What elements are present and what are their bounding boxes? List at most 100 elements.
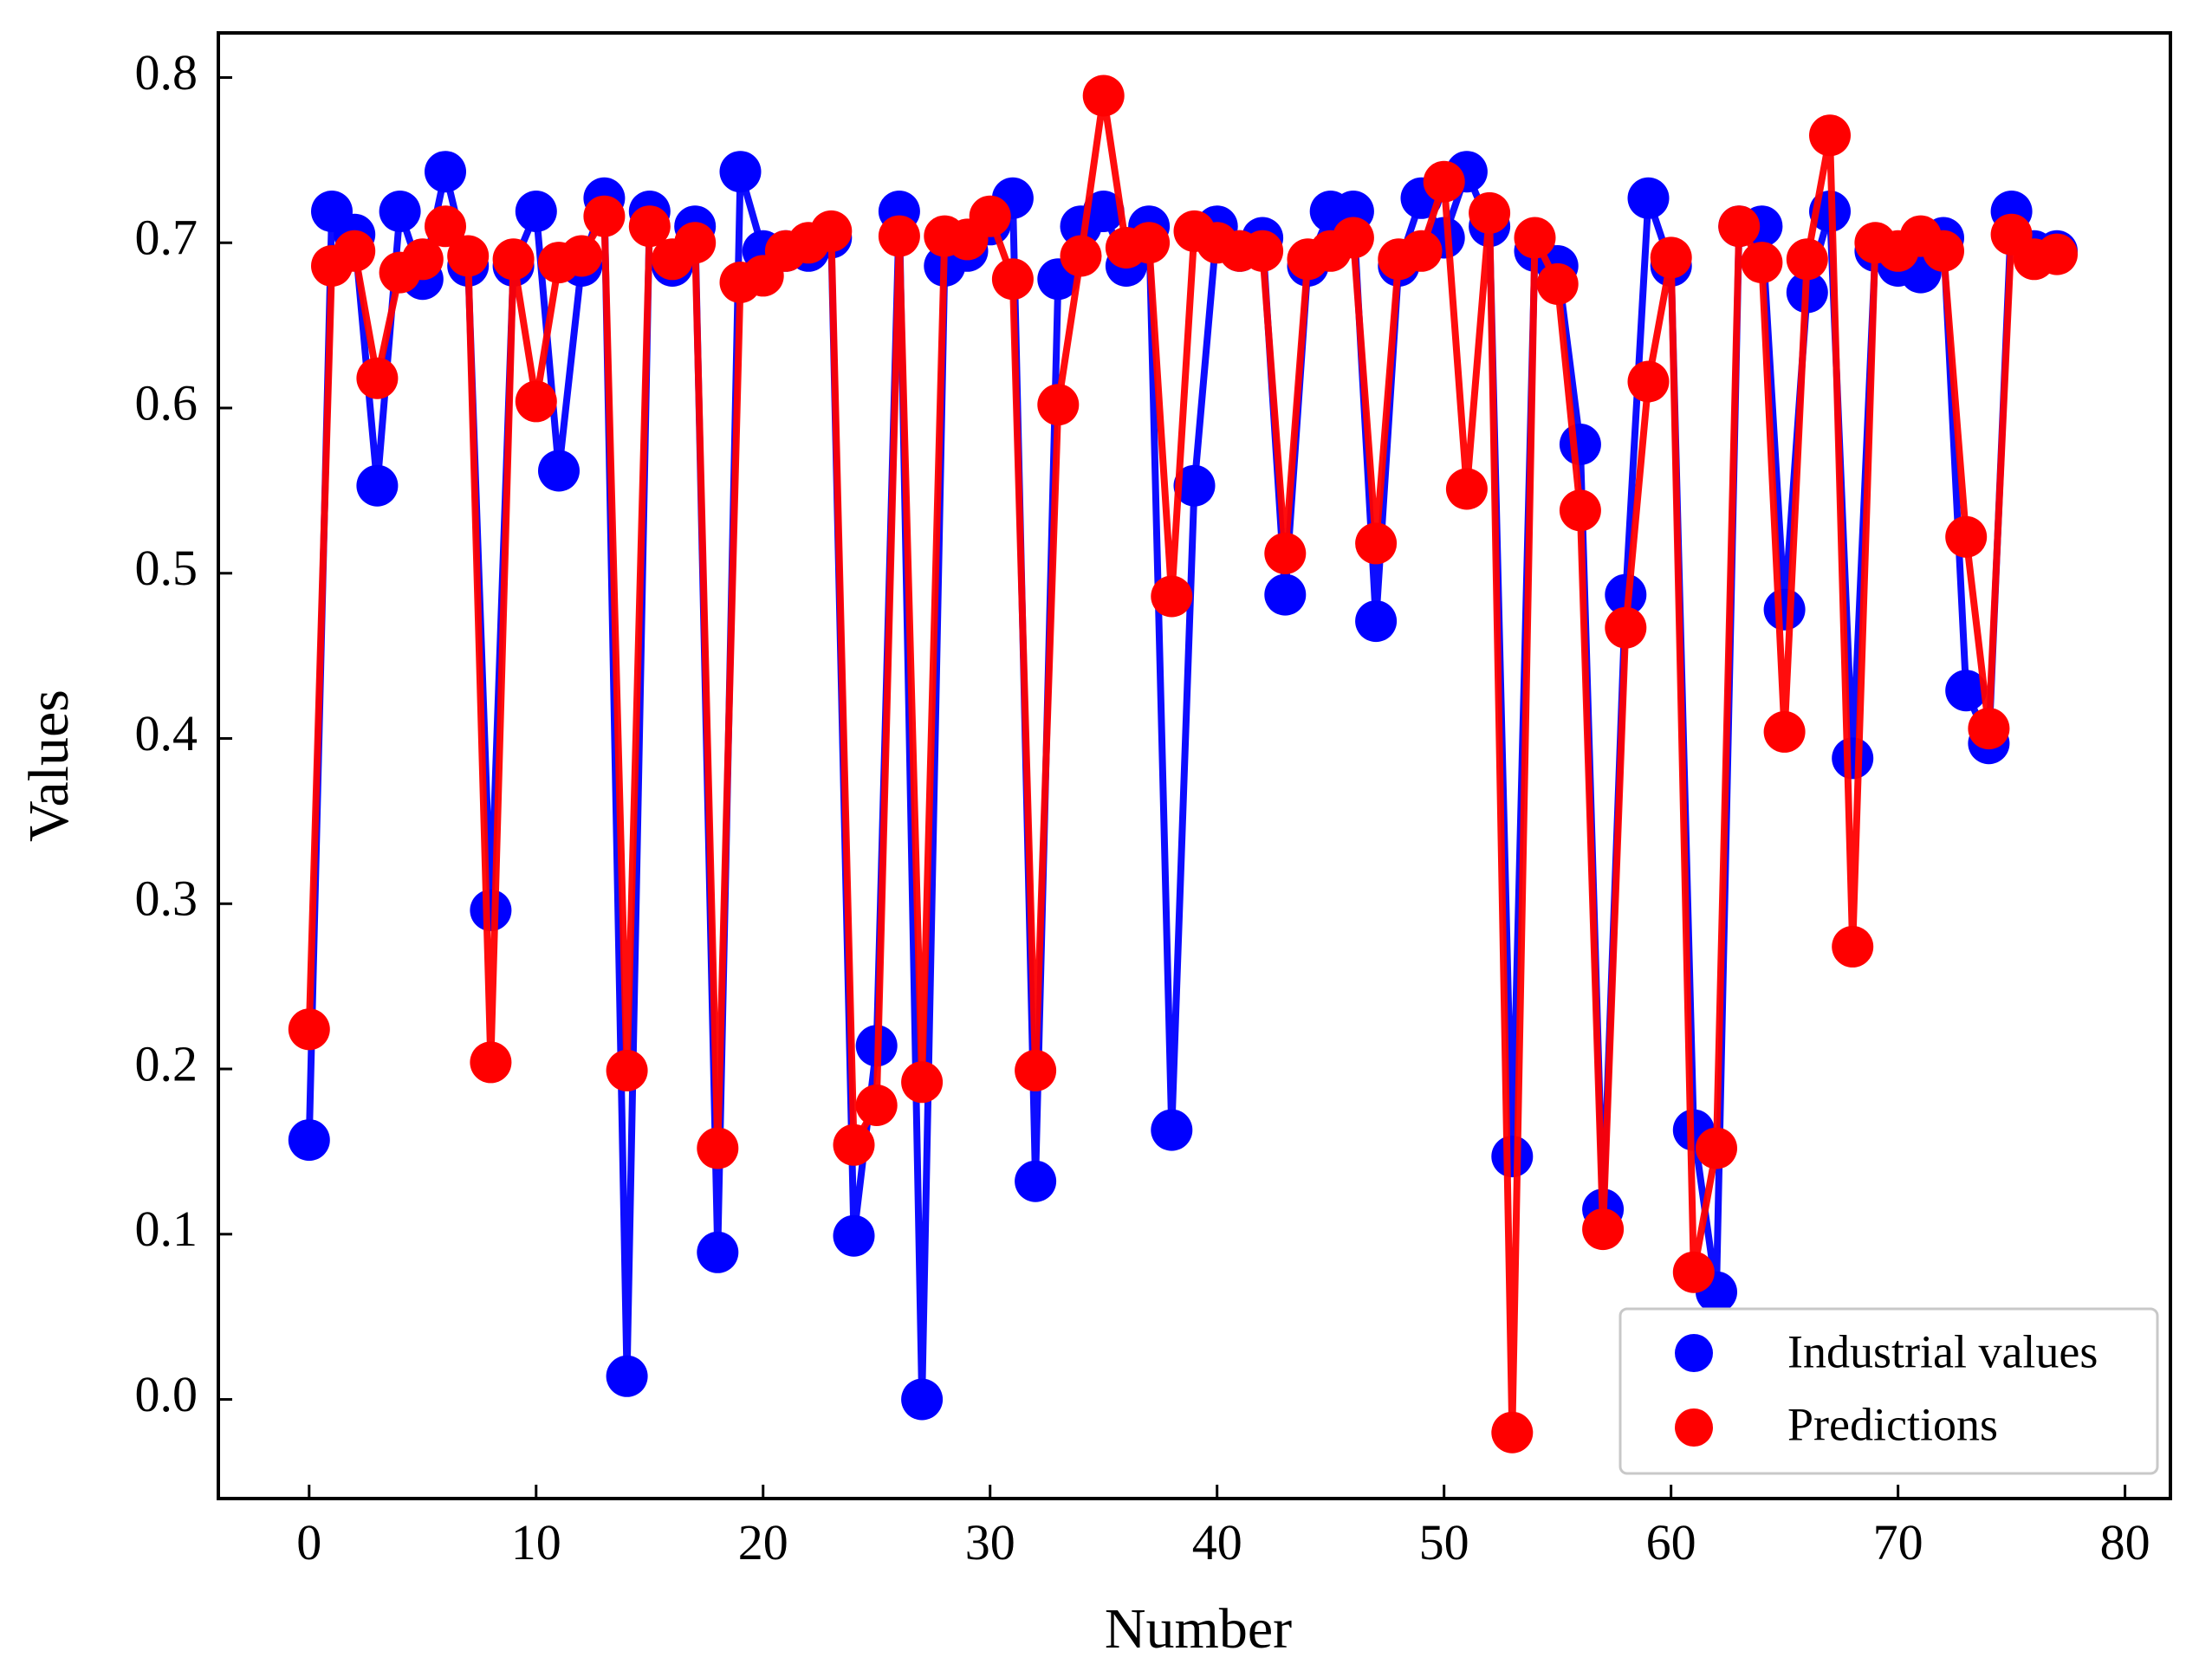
data-point-industrial-values [1945, 670, 1988, 712]
data-point-predictions [1536, 262, 1579, 305]
x-tick-label: 10 [511, 1514, 561, 1570]
plot-frame [217, 31, 2172, 1500]
data-point-industrial-values [379, 191, 421, 232]
legend: Industrial values Predictions [1618, 1307, 2159, 1475]
data-point-industrial-values [1559, 424, 1601, 465]
data-point-predictions [401, 238, 444, 281]
data-point-predictions [1400, 230, 1443, 272]
data-point-predictions [833, 1123, 875, 1166]
data-point-predictions [1264, 532, 1307, 574]
data-point-predictions [1559, 489, 1601, 532]
data-point-industrial-values [425, 151, 466, 193]
data-point-industrial-values [538, 450, 580, 492]
data-point-industrial-values [719, 151, 762, 193]
data-point-predictions [1718, 205, 1761, 248]
data-point-industrial-values [1763, 588, 1806, 631]
series-industrial-values [288, 151, 2078, 1421]
y-tick-label: 0.6 [135, 374, 198, 431]
data-point-predictions [1060, 235, 1102, 277]
data-point-industrial-values [1627, 177, 1670, 219]
data-point-predictions [969, 195, 1011, 237]
data-point-predictions [628, 205, 671, 248]
data-point-predictions [1015, 1049, 1057, 1091]
y-tick-label: 0.7 [135, 210, 198, 266]
data-point-predictions [1423, 160, 1465, 203]
data-point-predictions [425, 205, 466, 248]
data-point-predictions [1491, 1411, 1534, 1454]
legend-marker-predictions [1675, 1408, 1713, 1447]
data-point-predictions [2036, 233, 2078, 275]
data-point-industrial-values [1491, 1136, 1534, 1178]
y-axis-label: Values [17, 690, 81, 842]
series-line-industrial-values [305, 168, 2060, 1403]
legend-frame [1618, 1307, 2159, 1475]
data-point-predictions [288, 1008, 330, 1051]
data-point-predictions [878, 215, 920, 257]
data-point-predictions [1128, 222, 1171, 264]
data-point-predictions [606, 1049, 648, 1091]
data-point-predictions [1469, 191, 1511, 234]
data-point-predictions [697, 1127, 739, 1169]
legend-label-industrial-values: Industrial values [1787, 1325, 2098, 1377]
data-point-industrial-values [1151, 1109, 1193, 1151]
data-point-industrial-values [901, 1378, 944, 1421]
data-point-predictions [561, 235, 603, 277]
data-point-predictions [1696, 1127, 1737, 1169]
y-tick-label: 0.1 [135, 1201, 198, 1257]
data-point-predictions [1082, 74, 1125, 117]
data-point-predictions [1763, 710, 1806, 753]
data-point-industrial-values [1832, 737, 1874, 780]
data-point-predictions [1037, 384, 1080, 426]
data-point-predictions [492, 238, 535, 281]
data-point-industrial-values [1082, 191, 1125, 232]
x-axis-label: Number [1105, 1597, 1292, 1661]
x-tick-label: 70 [1873, 1514, 1923, 1570]
x-tick-label: 30 [965, 1514, 1015, 1570]
x-tick-label: 40 [1192, 1514, 1242, 1570]
data-point-predictions [1355, 522, 1398, 565]
data-point-industrial-values [356, 464, 399, 507]
data-point-predictions [583, 195, 626, 237]
data-point-predictions [1445, 468, 1488, 510]
x-tick-label: 60 [1646, 1514, 1696, 1570]
data-point-predictions [1605, 606, 1647, 649]
y-tick-label: 0.5 [135, 540, 198, 596]
data-point-predictions [1786, 238, 1828, 281]
data-point-predictions [1151, 575, 1193, 618]
data-point-industrial-values [697, 1231, 739, 1273]
data-point-predictions [1582, 1208, 1625, 1251]
y-tick-label: 0.2 [135, 1035, 198, 1091]
y-tick-label: 0.0 [135, 1366, 198, 1422]
data-point-industrial-values [833, 1214, 875, 1257]
data-point-predictions [1672, 1251, 1715, 1293]
data-point-predictions [901, 1061, 944, 1104]
data-point-industrial-values [470, 889, 512, 931]
y-tick-label: 0.4 [135, 705, 198, 761]
data-point-predictions [470, 1041, 512, 1084]
data-point-industrial-values [515, 191, 557, 232]
data-point-predictions [1514, 217, 1556, 259]
data-point-industrial-values [606, 1355, 648, 1397]
legend-marker-industrial-values [1675, 1334, 1713, 1372]
series-layer [288, 74, 2078, 1454]
data-point-predictions [447, 235, 490, 277]
data-point-predictions [1741, 242, 1783, 284]
series-predictions [288, 74, 2078, 1454]
data-point-predictions [1945, 515, 1988, 558]
x-tick-label: 50 [1419, 1514, 1469, 1570]
data-point-predictions [1968, 708, 2010, 750]
data-point-predictions [1809, 114, 1851, 157]
data-point-predictions [1923, 230, 1964, 272]
data-point-predictions [1650, 236, 1692, 279]
data-point-predictions [810, 210, 853, 252]
data-point-predictions [674, 222, 717, 264]
data-point-industrial-values [288, 1119, 330, 1162]
data-point-predictions [334, 230, 376, 272]
y-tick-label: 0.3 [135, 871, 198, 927]
data-point-predictions [991, 258, 1034, 301]
y-tick-label: 0.8 [135, 44, 198, 100]
x-tick-label: 20 [738, 1514, 788, 1570]
data-point-industrial-values [1015, 1160, 1057, 1202]
